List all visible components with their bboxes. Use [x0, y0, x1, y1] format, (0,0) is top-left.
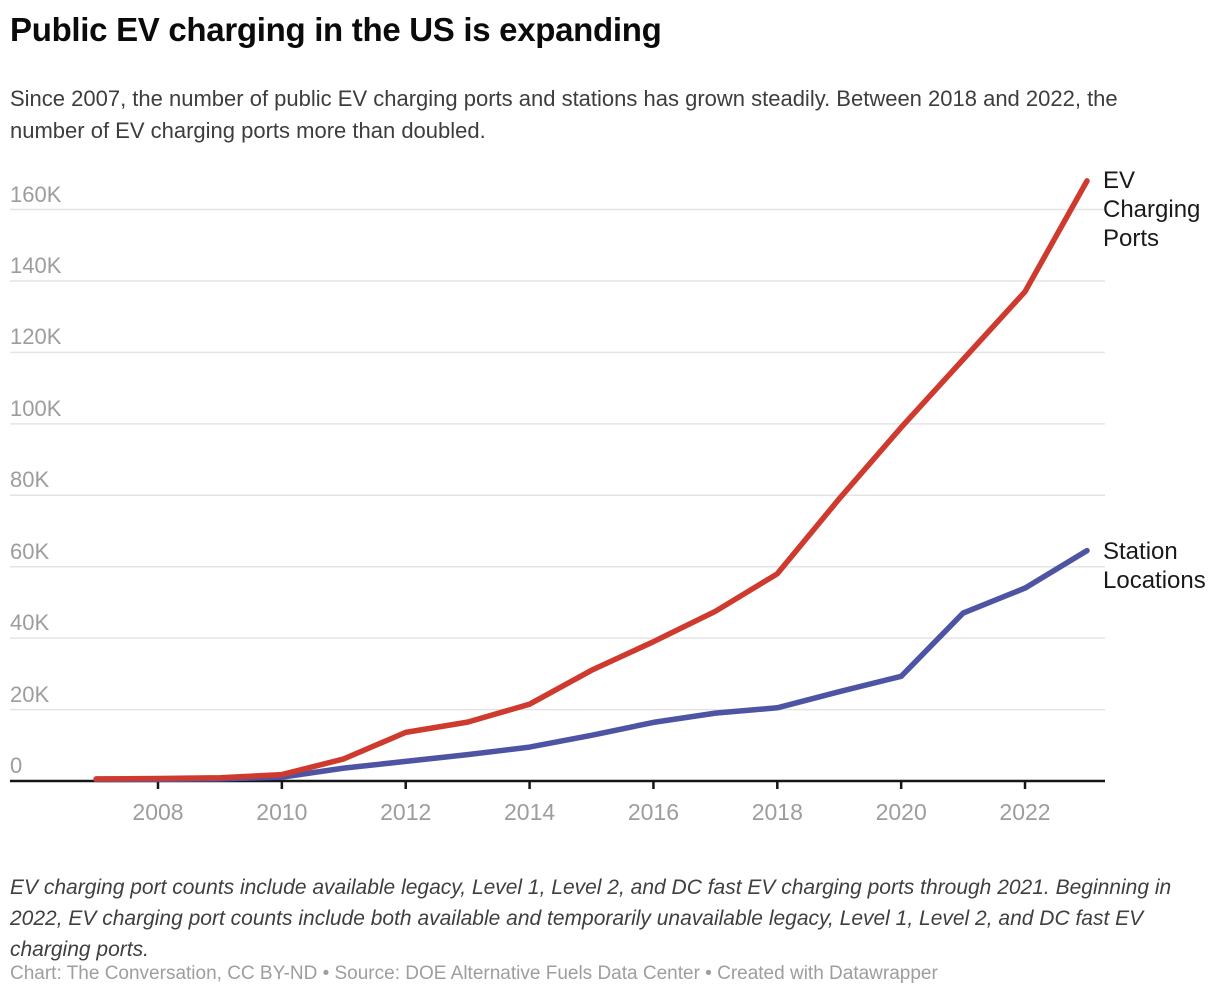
- chart-subtitle: Since 2007, the number of public EV char…: [10, 86, 1118, 143]
- chart-footnote: EV charging port counts include availabl…: [10, 876, 1172, 961]
- y-axis-tick-label: 160K: [10, 181, 62, 207]
- y-axis-tick-label: 60K: [10, 538, 50, 564]
- x-axis-tick-label: 2008: [132, 799, 184, 825]
- x-axis-tick-label: 2016: [627, 799, 680, 825]
- y-axis-tick-label: 40K: [10, 610, 50, 636]
- y-axis-tick-label: 100K: [10, 395, 62, 421]
- x-axis-tick-label: 2018: [751, 799, 803, 825]
- ev-charging-ports-line: [93, 178, 1090, 782]
- x-axis-tick-label: 2014: [503, 799, 556, 825]
- x-axis-tick-label: 2022: [999, 799, 1051, 825]
- series-label-line: Ports: [1103, 225, 1160, 252]
- x-axis-tick-label: 2020: [875, 799, 927, 825]
- y-axis-tick-label: 0: [10, 753, 23, 778]
- series-label-station-locations: Station Locations: [1103, 537, 1206, 595]
- y-axis-tick-label: 80K: [10, 467, 50, 493]
- series-label-line: Locations: [1103, 567, 1206, 594]
- chart-title: Public EV charging in the US is expandin…: [10, 11, 662, 48]
- series-label-line: EV: [1103, 167, 1136, 194]
- series-label-line: Station: [1103, 538, 1178, 565]
- x-axis-tick-label: 2010: [256, 799, 308, 825]
- x-axis-tick-label: 2012: [380, 799, 432, 825]
- series-label-ev-charging-ports: EV Charging Ports: [1103, 166, 1200, 253]
- y-axis-tick-label: 20K: [10, 681, 50, 707]
- chart-credit: Chart: The Conversation, CC BY-ND • Sour…: [10, 963, 938, 984]
- y-axis-tick-label: 120K: [10, 324, 62, 350]
- series-label-line: Charging: [1103, 196, 1201, 223]
- station-locations-line: [93, 547, 1090, 783]
- y-axis-tick-label: 140K: [10, 252, 62, 278]
